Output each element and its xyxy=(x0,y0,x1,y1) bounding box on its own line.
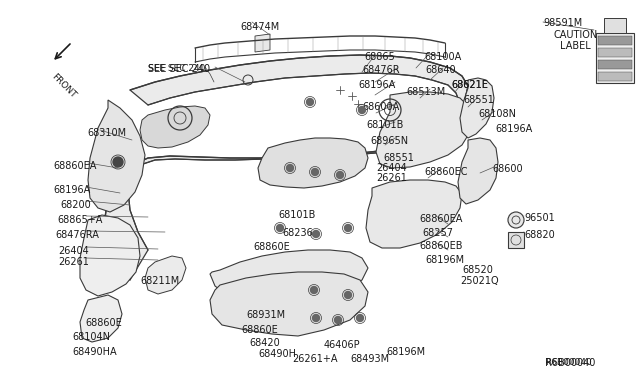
Text: 68474M: 68474M xyxy=(240,22,279,32)
Text: 68310M: 68310M xyxy=(87,128,126,138)
Polygon shape xyxy=(210,250,368,302)
Text: 68621E: 68621E xyxy=(451,80,488,90)
Polygon shape xyxy=(80,215,140,296)
Text: 68196M: 68196M xyxy=(425,255,464,265)
Text: 68493M: 68493M xyxy=(350,354,389,364)
Text: 68476RA: 68476RA xyxy=(55,230,99,240)
Text: 96501: 96501 xyxy=(524,213,555,223)
Text: 68860EB: 68860EB xyxy=(419,241,463,251)
Circle shape xyxy=(312,314,319,321)
Text: 68860E: 68860E xyxy=(85,318,122,328)
Circle shape xyxy=(287,164,294,171)
Text: SEE SEC 240: SEE SEC 240 xyxy=(148,64,205,73)
Polygon shape xyxy=(598,48,632,57)
Text: 68965N: 68965N xyxy=(370,136,408,146)
Text: 98591M: 98591M xyxy=(543,18,582,28)
Circle shape xyxy=(344,292,351,298)
Circle shape xyxy=(344,224,351,231)
Text: 68100A: 68100A xyxy=(424,52,461,62)
Text: 68931M: 68931M xyxy=(246,310,285,320)
Text: 68104N: 68104N xyxy=(72,332,110,342)
Polygon shape xyxy=(145,256,186,294)
Polygon shape xyxy=(140,106,210,148)
Circle shape xyxy=(335,317,342,324)
Text: 68420: 68420 xyxy=(249,338,280,348)
Text: 68196M: 68196M xyxy=(386,347,425,357)
Circle shape xyxy=(310,286,317,294)
Text: LABEL: LABEL xyxy=(560,41,591,51)
Polygon shape xyxy=(596,33,634,83)
Text: 68200: 68200 xyxy=(60,200,91,210)
Polygon shape xyxy=(88,100,145,212)
Text: 68860E: 68860E xyxy=(241,325,278,335)
Polygon shape xyxy=(210,272,368,336)
Polygon shape xyxy=(258,138,368,188)
Text: 26261+A: 26261+A xyxy=(292,354,337,364)
Circle shape xyxy=(312,169,319,176)
Text: 68101B: 68101B xyxy=(278,210,316,220)
Text: 68600: 68600 xyxy=(492,164,523,174)
Text: 46406P: 46406P xyxy=(324,340,360,350)
Text: 26261: 26261 xyxy=(376,173,407,183)
Text: 68860EA: 68860EA xyxy=(53,161,97,171)
Text: 68211M: 68211M xyxy=(140,276,179,286)
Text: 68108N: 68108N xyxy=(478,109,516,119)
Circle shape xyxy=(312,231,319,237)
Text: 68865+A: 68865+A xyxy=(57,215,102,225)
Text: 68551: 68551 xyxy=(463,95,494,105)
Text: 68101B: 68101B xyxy=(366,120,403,130)
Polygon shape xyxy=(366,180,462,248)
Text: 68490HA: 68490HA xyxy=(72,347,116,357)
Text: 25021Q: 25021Q xyxy=(460,276,499,286)
Circle shape xyxy=(508,212,524,228)
Text: 68490H: 68490H xyxy=(258,349,296,359)
Text: SEE SEC 240: SEE SEC 240 xyxy=(148,64,210,74)
Text: 68860EC: 68860EC xyxy=(424,167,467,177)
Text: 68196A: 68196A xyxy=(358,80,396,90)
Polygon shape xyxy=(80,295,122,342)
Text: 68513M: 68513M xyxy=(406,87,445,97)
Circle shape xyxy=(358,106,365,113)
Text: 68257: 68257 xyxy=(422,228,453,238)
Polygon shape xyxy=(598,36,632,45)
Text: R6B00040: R6B00040 xyxy=(545,358,592,367)
Text: R6B00040: R6B00040 xyxy=(545,358,595,368)
Polygon shape xyxy=(604,18,626,33)
Text: 68640: 68640 xyxy=(425,65,456,75)
Polygon shape xyxy=(508,232,524,248)
Text: 68865: 68865 xyxy=(364,52,395,62)
Text: 68820: 68820 xyxy=(524,230,555,240)
Text: 68621E: 68621E xyxy=(451,80,488,90)
Text: 68600A: 68600A xyxy=(362,102,399,112)
Text: 68196A: 68196A xyxy=(53,185,90,195)
Polygon shape xyxy=(598,60,632,69)
Circle shape xyxy=(307,99,314,106)
Text: FRONT: FRONT xyxy=(50,72,78,100)
Text: CAUTION: CAUTION xyxy=(554,30,598,40)
Text: 68860EA: 68860EA xyxy=(419,214,462,224)
Circle shape xyxy=(356,314,364,321)
Polygon shape xyxy=(105,55,468,280)
Polygon shape xyxy=(376,92,472,168)
Polygon shape xyxy=(598,72,632,81)
Circle shape xyxy=(276,224,284,231)
Text: 68860E: 68860E xyxy=(253,242,290,252)
Text: 68476R: 68476R xyxy=(362,65,399,75)
Text: 68551: 68551 xyxy=(383,153,414,163)
Text: 68520: 68520 xyxy=(462,265,493,275)
Circle shape xyxy=(337,171,344,179)
Polygon shape xyxy=(460,78,494,138)
Polygon shape xyxy=(255,34,270,52)
Circle shape xyxy=(113,157,123,167)
Text: 26404: 26404 xyxy=(58,246,89,256)
Text: 26404: 26404 xyxy=(376,163,407,173)
Text: 68236: 68236 xyxy=(282,228,313,238)
Text: 26261: 26261 xyxy=(58,257,89,267)
Text: 68196A: 68196A xyxy=(495,124,532,134)
Polygon shape xyxy=(458,138,498,204)
